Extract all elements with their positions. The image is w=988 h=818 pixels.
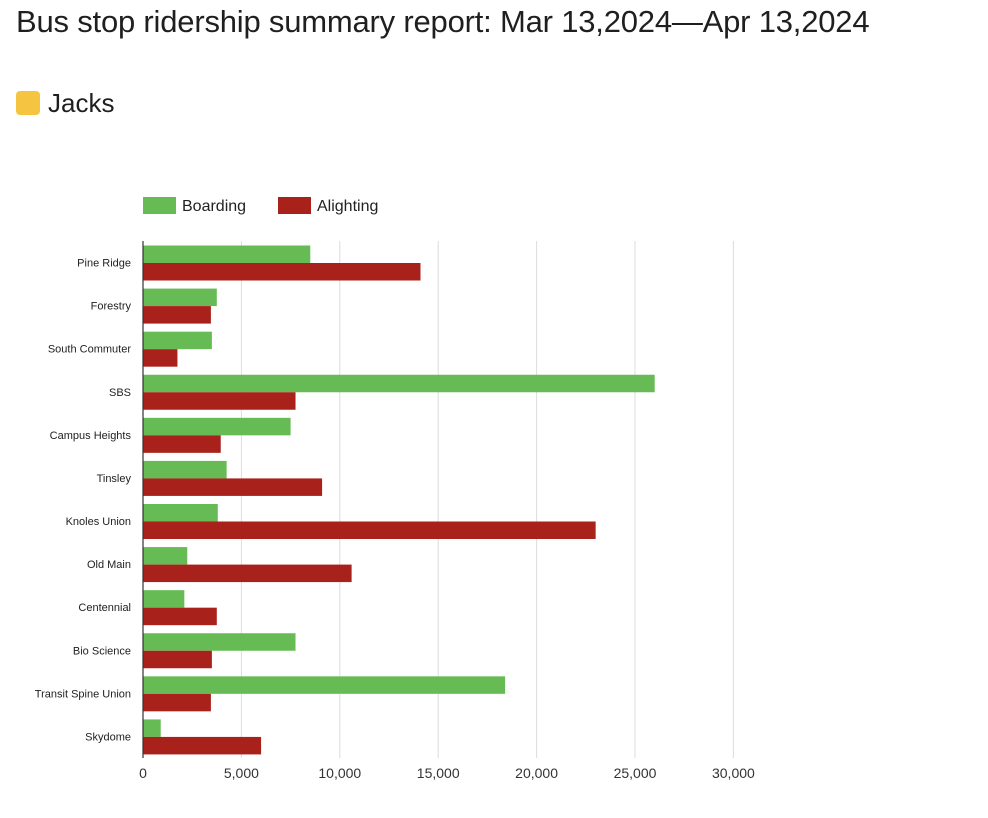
legend-label-alighting: Alighting <box>317 198 378 215</box>
legend-swatch-boarding <box>143 197 176 214</box>
bar-boarding-campus-heights <box>143 417 291 436</box>
legend-label-boarding: Boarding <box>182 198 246 215</box>
bar-alighting-forestry <box>143 306 211 324</box>
bar-alighting-transit-spine-union <box>143 693 211 712</box>
bar-alighting-campus-heights <box>143 435 221 453</box>
bar-boarding-transit-spine-union <box>143 676 506 694</box>
category-label: Forestry <box>91 301 132 313</box>
bar-alighting-bio-science <box>143 650 212 669</box>
bar-alighting-south-commuter <box>143 349 178 367</box>
route-header: Jacks <box>16 86 114 120</box>
bar-alighting-skydome <box>143 736 262 755</box>
bar-alighting-knoles-union <box>143 521 596 539</box>
category-label: Campus Heights <box>50 430 132 442</box>
x-tick-label: 30,000 <box>712 765 755 781</box>
bar-boarding-sbs <box>143 374 655 393</box>
route-name: Jacks <box>48 87 115 118</box>
x-tick-label: 20,000 <box>515 765 558 781</box>
legend-swatch-alighting <box>278 197 311 214</box>
bar-boarding-skydome <box>143 719 161 737</box>
x-tick-label: 10,000 <box>318 765 361 781</box>
x-tick-label: 5,000 <box>224 765 259 781</box>
category-label: Knoles Union <box>66 516 131 528</box>
category-label: Centennial <box>78 602 131 614</box>
category-label: Transit Spine Union <box>35 688 131 700</box>
category-label: Tinsley <box>97 473 132 485</box>
x-tick-label: 25,000 <box>614 765 657 781</box>
bar-boarding-forestry <box>143 288 217 307</box>
bar-alighting-sbs <box>143 392 296 410</box>
bar-alighting-tinsley <box>143 478 323 496</box>
bar-boarding-pine-ridge <box>143 245 311 263</box>
bar-alighting-old-main <box>143 564 352 583</box>
bar-boarding-knoles-union <box>143 504 218 522</box>
category-label: South Commuter <box>48 344 131 356</box>
ridership-bar-chart: Pine Ridge Forestry South Commuter SBS Campu… <box>35 197 755 781</box>
category-label: Bio Science <box>73 645 131 657</box>
category-label: Old Main <box>87 559 131 571</box>
category-label: Skydome <box>85 731 131 743</box>
bar-boarding-tinsley <box>143 460 227 479</box>
route-color-swatch <box>16 91 40 115</box>
report-title: Bus stop ridership summary report: Mar 1… <box>16 4 870 39</box>
bar-alighting-centennial <box>143 607 217 626</box>
bar-boarding-bio-science <box>143 633 296 651</box>
bar-boarding-centennial <box>143 590 185 608</box>
bar-boarding-old-main <box>143 547 188 565</box>
x-tick-label: 0 <box>139 765 147 781</box>
x-tick-label: 15,000 <box>417 765 460 781</box>
category-label: SBS <box>109 387 131 399</box>
bar-boarding-south-commuter <box>143 331 212 350</box>
category-label: Pine Ridge <box>77 258 131 270</box>
bar-alighting-pine-ridge <box>143 263 421 281</box>
